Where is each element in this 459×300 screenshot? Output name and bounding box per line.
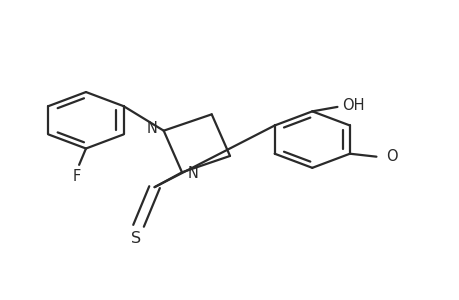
Text: F: F [73,169,81,184]
Text: N: N [188,166,198,181]
Text: S: S [131,231,141,246]
Text: O: O [385,148,397,164]
Text: OH: OH [341,98,364,113]
Text: N: N [146,121,157,136]
